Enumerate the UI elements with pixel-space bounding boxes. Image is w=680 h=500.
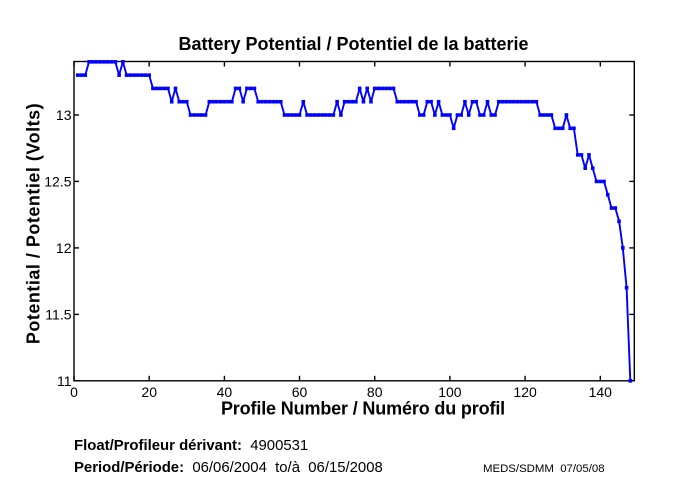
svg-text:0: 0 (70, 384, 78, 400)
svg-text:12: 12 (56, 240, 72, 256)
svg-text:Profile Number / Numéro du pro: Profile Number / Numéro du profil (221, 399, 505, 419)
svg-text:Potential / Potentiel (Volts): Potential / Potentiel (Volts) (24, 103, 44, 344)
svg-text:80: 80 (367, 384, 383, 400)
svg-text:12.5: 12.5 (44, 173, 71, 189)
svg-text:120: 120 (513, 384, 537, 400)
svg-text:100: 100 (438, 384, 462, 400)
svg-text:Period/Période: 06/06/2004 t: Period/Période: 06/06/2004 to/à 06/15/20… (74, 460, 383, 476)
svg-text:140: 140 (589, 384, 613, 400)
svg-text:Battery Potential / Potentiel: Battery Potential / Potentiel de la batt… (178, 34, 528, 54)
svg-text:MEDS/SDMM 07/05/08: MEDS/SDMM 07/05/08 (483, 463, 605, 475)
svg-text:40: 40 (217, 384, 233, 400)
svg-text:11: 11 (57, 373, 72, 389)
svg-text:60: 60 (292, 384, 308, 400)
svg-text:20: 20 (141, 384, 157, 400)
svg-text:11.5: 11.5 (45, 306, 71, 322)
svg-text:13: 13 (56, 107, 72, 123)
svg-text:Float/Profileur dérivant: 490: Float/Profileur dérivant: 4900531 (74, 438, 308, 454)
